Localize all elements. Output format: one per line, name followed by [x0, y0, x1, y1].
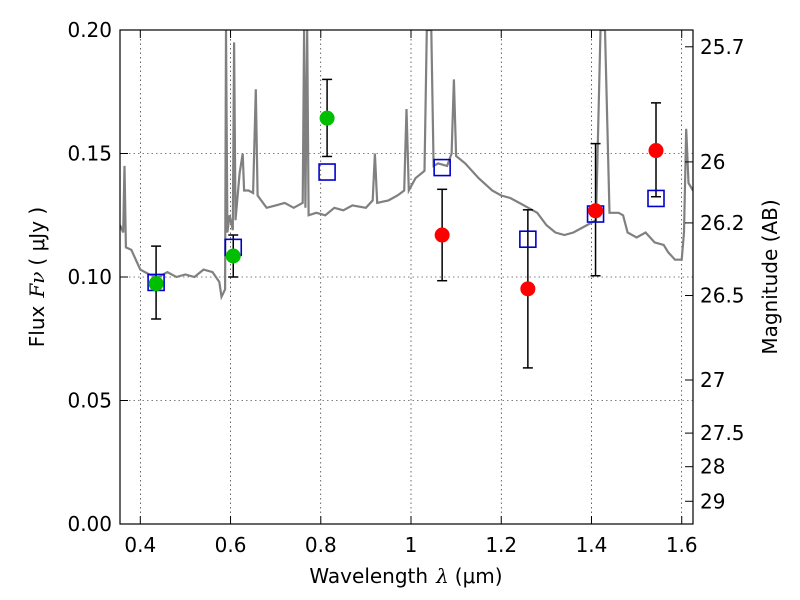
- x-tick-label: 1: [405, 533, 418, 557]
- x-tick-label: 0.6: [215, 533, 247, 557]
- red-data-point: [648, 143, 664, 159]
- y-tick-label: 0.10: [67, 265, 112, 289]
- right-tick-label: 26: [700, 150, 725, 174]
- green-data-point: [148, 276, 164, 292]
- right-tick-label: 29: [700, 489, 725, 513]
- model-photometry-square: [318, 163, 336, 181]
- model-spectrum-layer: [120, 30, 693, 301]
- model-photometry-square: [433, 158, 451, 177]
- x-tick-label: 0.4: [124, 533, 156, 557]
- red-data-point: [520, 281, 536, 297]
- x-tick-label: 1.2: [485, 533, 517, 557]
- right-tick-label: 27.5: [700, 421, 745, 445]
- y-axis-label: FluxFν( μJy ): [25, 207, 49, 347]
- right-tick-label: 28: [700, 455, 725, 479]
- right-tick-label: 26.2: [700, 211, 745, 235]
- model-photometry-square: [647, 189, 665, 208]
- y-tick-label: 0.00: [67, 512, 112, 536]
- right-tick-label: 26.5: [700, 284, 745, 308]
- y-tick-label: 0.15: [67, 142, 112, 166]
- red-data-point: [434, 227, 450, 243]
- axis-ticks: 0.4 0.6 0.8 1 1.2 1.4 1.6 0.00 0.05 0.10 0.15 0.20 2…: [67, 18, 744, 557]
- model-photometry-square: [519, 230, 537, 249]
- green-data-point: [225, 248, 241, 264]
- right-tick-label: 25.7: [700, 35, 745, 59]
- x-tick-label: 1.4: [576, 533, 608, 557]
- data-points-layer: [147, 78, 665, 369]
- model-spectrum-line: [120, 30, 693, 301]
- x-axis-label: Wavelength λ (μm): [309, 564, 502, 588]
- x-tick-label: 0.8: [305, 533, 337, 557]
- green-data-point: [319, 110, 335, 126]
- y-tick-label: 0.20: [67, 18, 112, 42]
- y-tick-label: 0.05: [67, 389, 112, 413]
- right-tick-label: 27: [700, 368, 725, 392]
- x-tick-label: 1.6: [666, 533, 698, 557]
- red-data-point: [588, 203, 604, 219]
- right-axis-label: Magnitude (AB): [758, 199, 782, 354]
